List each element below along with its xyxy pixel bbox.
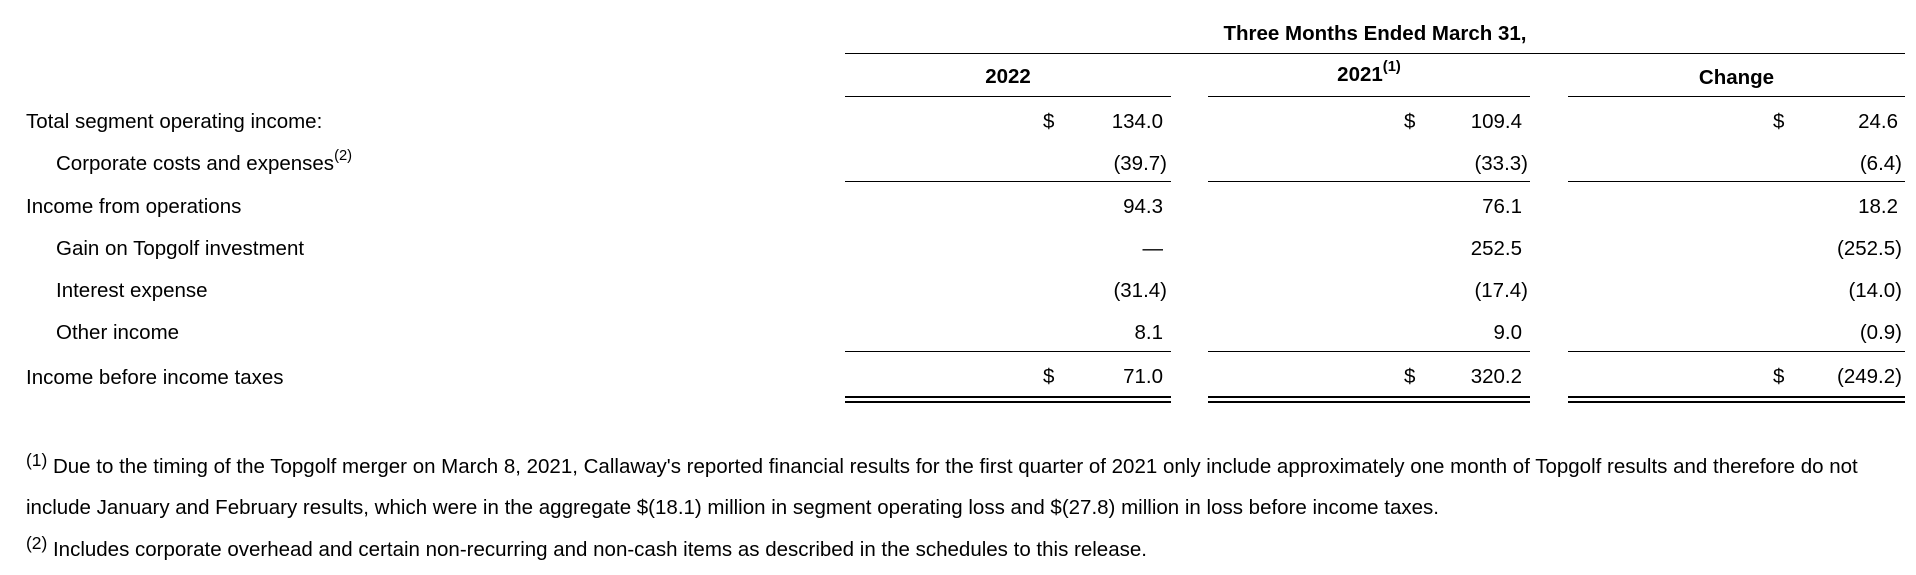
row-label-income-before-income-taxes: Income before income taxes <box>26 366 284 389</box>
column-rule-2022 <box>845 96 1171 97</box>
cell-change: (14.0) <box>1848 279 1902 302</box>
double-rule-2022 <box>845 396 1171 403</box>
cell-change: 24.6 <box>1858 110 1898 133</box>
column-header-change: Change <box>1698 66 1775 89</box>
cell-change: (6.4) <box>1859 152 1902 175</box>
dollar-sign-change: $ <box>1773 365 1785 388</box>
row-label-interest-expense: Interest expense <box>56 279 208 302</box>
column-header-2021-note: (1) <box>1382 59 1401 75</box>
cell-2022: 8.1 <box>1134 321 1164 344</box>
total-rule-2022 <box>845 351 1171 352</box>
column-header-2021: 2021(1) <box>1208 59 1530 87</box>
cell-2022: 71.0 <box>1123 365 1163 388</box>
cell-2022: 134.0 <box>1111 110 1163 133</box>
column-rule-2021 <box>1208 96 1530 97</box>
cell-2022: (31.4) <box>1113 279 1167 302</box>
cell-2021: 320.2 <box>1470 365 1522 388</box>
period-header-rule <box>845 53 1905 54</box>
dollar-sign-2022: $ <box>1043 110 1055 133</box>
column-header-2022: 2022 <box>985 65 1031 88</box>
cell-2021: (17.4) <box>1474 279 1528 302</box>
cell-change: (252.5) <box>1837 237 1902 260</box>
cell-2021: 252.5 <box>1470 237 1522 260</box>
cell-change: (249.2) <box>1837 365 1902 388</box>
subtotal-rule-2022 <box>845 181 1171 182</box>
cell-2021: 109.4 <box>1470 110 1522 133</box>
column-header-2021-year: 2021 <box>1337 63 1383 86</box>
footnote-1-text: Due to the timing of the Topgolf merger … <box>26 455 1858 519</box>
footnote-2-text: Includes corporate overhead and certain … <box>47 538 1147 561</box>
cell-2021: 9.0 <box>1493 321 1523 344</box>
total-rule-2021 <box>1208 351 1530 352</box>
row-label-corporate-costs-text: Corporate costs and expenses <box>56 152 335 175</box>
dollar-sign-2021: $ <box>1404 110 1416 133</box>
row-label-income-from-operations: Income from operations <box>26 195 242 218</box>
row-label-corporate-costs: Corporate costs and expenses(2) <box>56 148 352 176</box>
total-rule-change <box>1568 351 1905 352</box>
cell-2021: 76.1 <box>1482 195 1522 218</box>
subtotal-rule-change <box>1568 181 1905 182</box>
row-label-gain-on-topgolf-investment: Gain on Topgolf investment <box>56 237 305 260</box>
cell-2021: (33.3) <box>1474 152 1528 175</box>
row-label-corporate-costs-note: (2) <box>334 148 353 164</box>
footnote-1: (1) Due to the timing of the Topgolf mer… <box>26 446 1906 528</box>
row-label-total-segment-operating-income: Total segment operating income: <box>26 110 323 133</box>
dollar-sign-2022: $ <box>1043 365 1055 388</box>
double-rule-change <box>1568 396 1905 403</box>
cell-2022: (39.7) <box>1113 152 1167 175</box>
period-header: Three Months Ended March 31, <box>1223 22 1527 45</box>
footnote-2: (2) Includes corporate overhead and cert… <box>26 529 1906 570</box>
footnote-2-marker: (2) <box>26 533 48 553</box>
row-label-other-income: Other income <box>56 321 180 344</box>
subtotal-rule-2021 <box>1208 181 1530 182</box>
dollar-sign-change: $ <box>1773 110 1785 133</box>
cell-change: (0.9) <box>1859 321 1902 344</box>
cell-2022: — <box>1142 237 1164 260</box>
double-rule-2021 <box>1208 396 1530 403</box>
column-rule-change <box>1568 96 1905 97</box>
cell-change: 18.2 <box>1858 195 1898 218</box>
dollar-sign-2021: $ <box>1404 365 1416 388</box>
footnote-1-marker: (1) <box>26 450 48 470</box>
cell-2022: 94.3 <box>1123 195 1163 218</box>
